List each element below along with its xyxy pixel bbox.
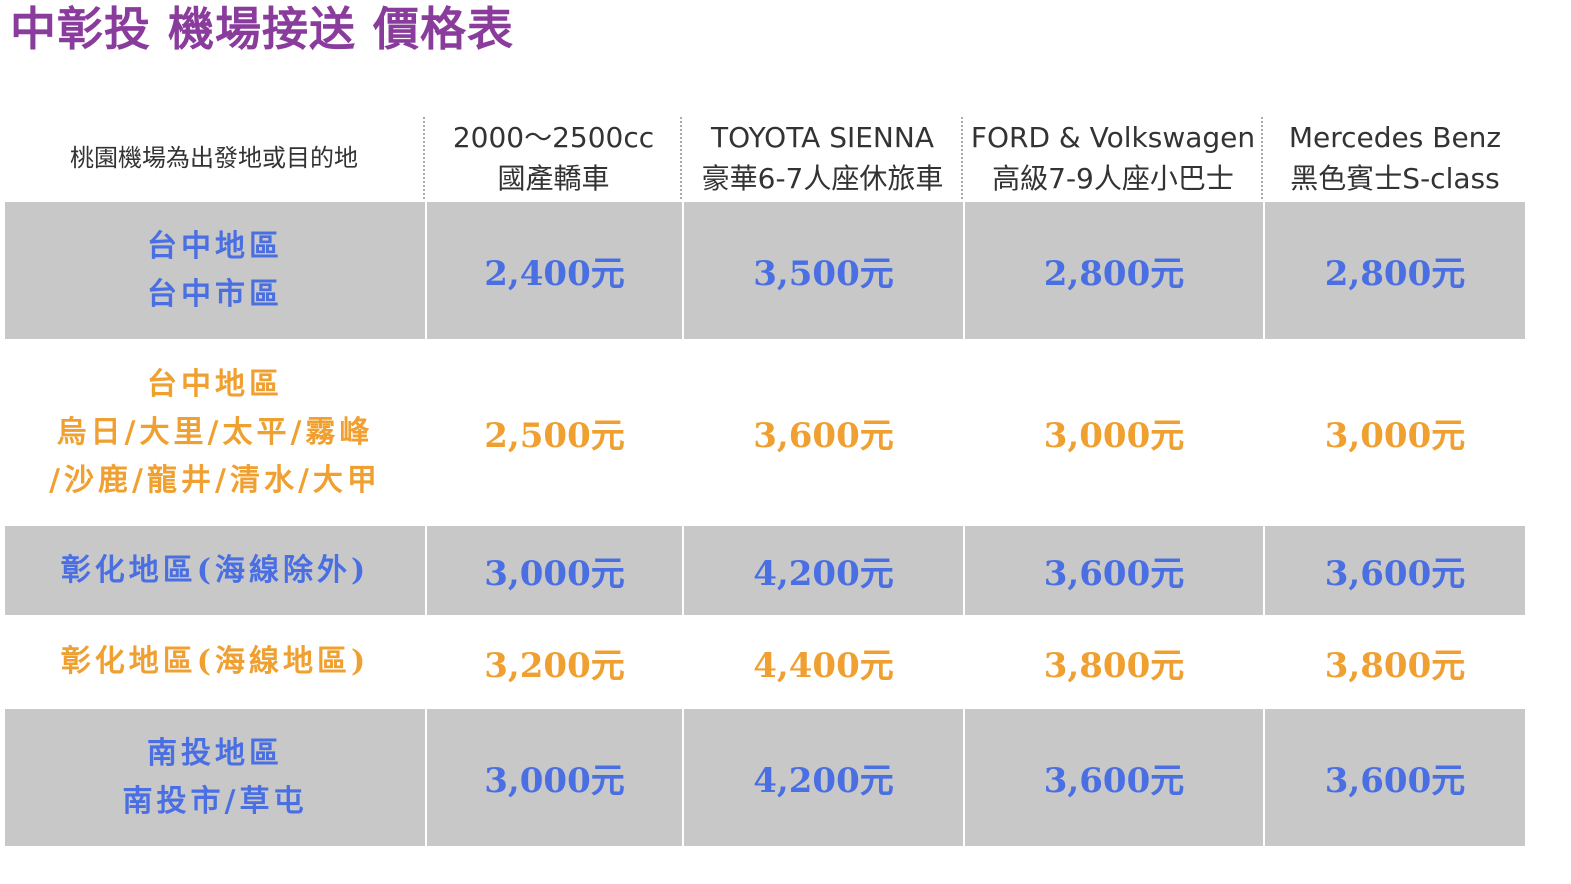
price-row: 彰化地區(海線地區) 3,200元 4,400元 3,800元 3,800元 (5, 618, 1525, 706)
cell-line: 彰化地區(海線除外) (60, 552, 370, 588)
cell-line: /沙鹿/龍井/清水/大甲 (49, 462, 381, 498)
cell-line: 南投地區 (147, 735, 283, 771)
price-cell: 3,500元 (684, 202, 963, 339)
price-cell: 3,600元 (1265, 709, 1525, 846)
column-header: TOYOTA SIENNA 豪華6-7人座休旅車 (684, 117, 963, 199)
cell-line: FORD & Volkswagen (970, 121, 1256, 154)
price-cell: 4,200元 (684, 709, 963, 846)
price-cell: 4,400元 (684, 618, 963, 706)
region-label: 彰化地區(海線除外) (5, 526, 425, 615)
price-cell: 3,600元 (684, 342, 963, 523)
price-cell: 3,600元 (1265, 526, 1525, 615)
cell-line: 台中市區 (147, 276, 283, 312)
price-cell: 3,000元 (427, 709, 682, 846)
cell-line: 國產轎車 (497, 162, 610, 195)
price-cell: 3,000元 (965, 342, 1263, 523)
price-cell: 2,800元 (1265, 202, 1525, 339)
cell-line: TOYOTA SIENNA (711, 121, 934, 154)
cell-line: 烏日/大里/太平/霧峰 (56, 414, 374, 450)
cell-line: 彰化地區(海線地區) (60, 644, 370, 679)
price-cell: 3,800元 (965, 618, 1263, 706)
price-cell: 2,800元 (965, 202, 1263, 339)
price-row: 台中地區 烏日/大里/太平/霧峰/沙鹿/龍井/清水/大甲 2,500元 3,600元 3… (5, 342, 1525, 523)
price-table: 桃園機場為出發地或目的地 2000～2500cc 國產轎車 TOYOTA SIENNA… (3, 114, 1527, 849)
price-cell: 2,400元 (427, 202, 682, 339)
price-cell: 3,200元 (427, 618, 682, 706)
cell-line: 台中地區 (147, 228, 283, 264)
price-cell: 3,000元 (1265, 342, 1525, 523)
cell-line: 台中地區 (147, 366, 283, 402)
cell-line: 南投市/草屯 (122, 783, 308, 819)
region-label: 南投地區南投市/草屯 (5, 709, 425, 846)
column-header: FORD & Volkswagen 高級7-9人座小巴士 (965, 117, 1263, 199)
region-label: 彰化地區(海線地區) (5, 618, 425, 706)
price-row: 台中地區 台中市區 2,400元 3,500元 2,800元 2,800元 (5, 202, 1525, 339)
price-cell: 3,600元 (965, 709, 1263, 846)
price-cell: 3,000元 (427, 526, 682, 615)
cell-line: 2000～2500cc (452, 121, 655, 154)
cell-line: Mercedes Benz (1288, 121, 1502, 154)
region-label: 台中地區烏日/大里/太平/霧峰/沙鹿/龍井/清水/大甲 (5, 342, 425, 523)
price-row: 彰化地區(海線除外) 3,000元 4,200元 3,600元 3,600元 (5, 526, 1525, 615)
column-header: 2000～2500cc 國產轎車 (427, 117, 682, 199)
price-cell: 4,200元 (684, 526, 963, 615)
price-cell: 3,600元 (965, 526, 1263, 615)
price-row: 南投地區 南投市/草屯 3,000元 4,200元 3,600元 3,600元 (5, 709, 1525, 846)
header-row: 桃園機場為出發地或目的地 2000～2500cc 國產轎車 TOYOTA SIENNA… (5, 117, 1525, 199)
cell-line: 豪華6-7人座休旅車 (701, 162, 944, 195)
region-label: 台中地區 台中市區 (5, 202, 425, 339)
column-header: 桃園機場為出發地或目的地 (5, 117, 425, 199)
column-header: Mercedes Benz 黑色賓士S-class (1265, 117, 1525, 199)
table-body: 桃園機場為出發地或目的地 2000～2500cc 國產轎車 TOYOTA SIENNA… (5, 117, 1525, 846)
price-cell: 2,500元 (427, 342, 682, 523)
cell-line: 桃園機場為出發地或目的地 (70, 143, 358, 172)
price-cell: 3,800元 (1265, 618, 1525, 706)
cell-line: 高級7-9人座小巴士 (992, 162, 1234, 195)
page-title: 中彰投 機場接送 價格表 (10, 2, 515, 56)
cell-line: 黑色賓士S-class (1290, 162, 1500, 195)
